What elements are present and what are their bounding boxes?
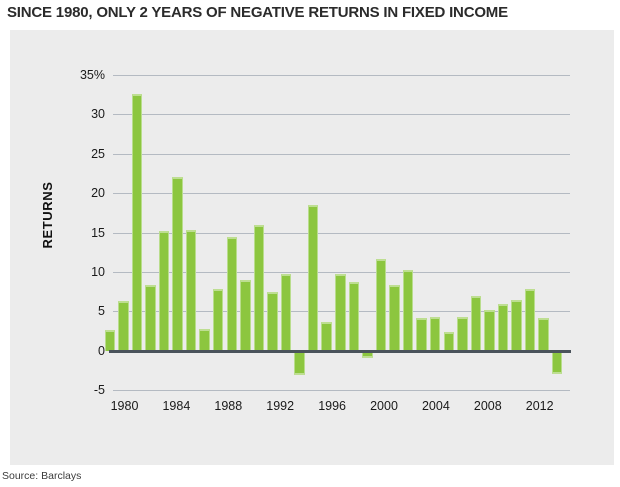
bar-2013 xyxy=(551,351,563,374)
x-tick-label-1988: 1988 xyxy=(214,399,243,413)
x-tick-label-1996: 1996 xyxy=(318,399,346,413)
bar-1993 xyxy=(280,273,292,351)
bar-1994 xyxy=(294,351,305,375)
bar-1982 xyxy=(131,93,143,351)
bar-2000 xyxy=(375,259,387,351)
chart-panel: RETURNS 35% 30 25 20 15 10 5 0 -5 1980 1984 1988 19… xyxy=(10,30,614,465)
bar-1992 xyxy=(267,292,278,351)
bar-1999 xyxy=(362,351,373,359)
y-tick-label-0: 0 xyxy=(98,343,105,358)
bar-2008 xyxy=(484,309,495,351)
bar-1983 xyxy=(145,284,156,351)
x-tick-label-2012: 2012 xyxy=(525,399,554,413)
bar-1985 xyxy=(172,176,183,351)
bar-2003 xyxy=(416,318,427,351)
bar-2002 xyxy=(402,269,414,351)
bar-1984 xyxy=(158,231,170,351)
y-tick-label-10: 10 xyxy=(91,265,105,279)
bar-2001 xyxy=(389,284,400,351)
y-tick-label-35: 35% xyxy=(79,68,105,82)
bar-2010 xyxy=(511,299,522,351)
x-tick-label-1992: 1992 xyxy=(266,399,295,413)
bar-1997 xyxy=(335,274,346,351)
y-tick-label-5: 5 xyxy=(98,304,105,319)
bar-2004 xyxy=(429,316,441,351)
bar-1987 xyxy=(199,328,210,351)
chart-title: SINCE 1980, ONLY 2 YEARS OF NEGATIVE RET… xyxy=(7,4,508,21)
bar-1980 xyxy=(104,329,115,351)
bar-1988 xyxy=(212,288,224,351)
y-tick-label-30: 30 xyxy=(91,107,105,122)
gridline-35 xyxy=(113,75,570,76)
x-tick-label-1980: 1980 xyxy=(110,399,139,413)
bar-2006 xyxy=(457,316,468,351)
gridline-30 xyxy=(113,114,570,116)
bar-2012 xyxy=(538,317,549,351)
gridline-20 xyxy=(113,193,570,195)
gridline-25 xyxy=(113,153,570,155)
bar-1986 xyxy=(185,230,197,351)
bar-2007 xyxy=(470,295,482,351)
bar-2009 xyxy=(497,304,509,351)
source-note: Source: Barclays xyxy=(2,470,82,482)
bar-2005 xyxy=(443,331,454,351)
x-tick-label-2000: 2000 xyxy=(370,399,398,413)
bar-2011 xyxy=(524,289,536,351)
zero-axis-line xyxy=(109,349,571,353)
gridline--5 xyxy=(113,390,570,392)
bar-1996 xyxy=(321,322,332,351)
x-tick-label-1984: 1984 xyxy=(162,399,191,413)
bar-1990 xyxy=(240,279,251,351)
y-tick-label-20: 20 xyxy=(91,186,105,201)
bar-1991 xyxy=(253,224,265,351)
plot-area xyxy=(104,75,571,392)
bar-1995 xyxy=(307,205,319,351)
gridline-10 xyxy=(113,272,570,273)
y-tick-label-15: 15 xyxy=(91,225,105,240)
x-tick-label-2008: 2008 xyxy=(473,399,502,413)
bar-1981 xyxy=(118,301,129,351)
bar-1998 xyxy=(348,282,360,351)
y-tick-label--5: -5 xyxy=(93,383,105,398)
x-tick-label-2004: 2004 xyxy=(421,399,450,413)
bar-1989 xyxy=(226,236,238,351)
gridline-15 xyxy=(113,232,570,234)
y-tick-label-25: 25 xyxy=(91,146,105,161)
